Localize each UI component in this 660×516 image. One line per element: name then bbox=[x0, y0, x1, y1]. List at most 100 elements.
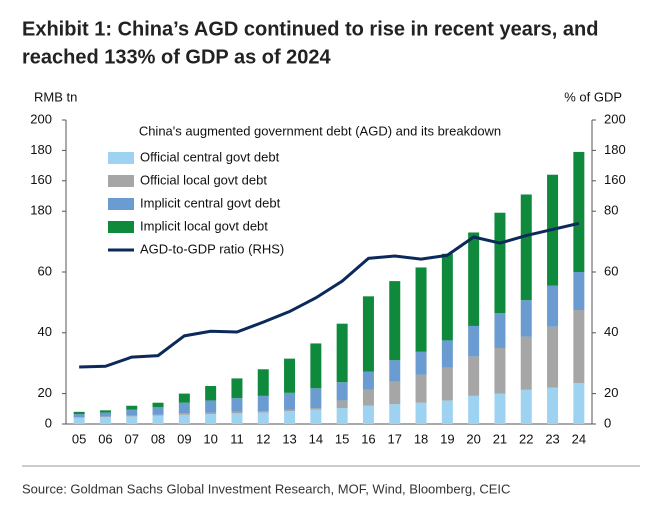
bar-segment bbox=[257, 411, 269, 413]
legend-label: AGD-to-GDP ratio (RHS) bbox=[140, 241, 284, 256]
bar-segment bbox=[362, 389, 374, 406]
y2-tick-label: 200 bbox=[604, 111, 626, 126]
bar-segment bbox=[99, 417, 111, 424]
bar-segment bbox=[152, 414, 164, 416]
bar-segment bbox=[441, 253, 453, 341]
x-tick-label: 23 bbox=[545, 431, 559, 446]
y2-tick-label: 180 bbox=[604, 142, 626, 157]
bar-segment bbox=[573, 382, 585, 424]
bar-segment bbox=[231, 378, 243, 399]
bar-segment bbox=[573, 272, 585, 310]
bar-segment bbox=[441, 367, 453, 401]
bar-segment bbox=[573, 310, 585, 383]
bar-segment bbox=[389, 381, 401, 405]
chart-title: Exhibit 1: China’s AGD continued to rise… bbox=[22, 18, 598, 40]
x-tick-label: 17 bbox=[388, 431, 402, 446]
bar-segment bbox=[389, 360, 401, 382]
bar-segment bbox=[415, 374, 427, 403]
x-tick-label: 09 bbox=[177, 431, 191, 446]
x-tick-label: 21 bbox=[493, 431, 507, 446]
y2-tick-label: 60 bbox=[604, 263, 618, 278]
bar-segment bbox=[468, 232, 480, 326]
bar-segment bbox=[362, 296, 374, 372]
bar-segment bbox=[468, 325, 480, 357]
bar-segment bbox=[205, 400, 217, 413]
x-tick-label: 05 bbox=[72, 431, 86, 446]
bar-segment bbox=[257, 369, 269, 396]
bar-segment bbox=[362, 371, 374, 390]
bar-segment bbox=[362, 405, 374, 424]
legend-swatch bbox=[108, 198, 134, 210]
bar-segment bbox=[205, 412, 217, 415]
bar-segment bbox=[389, 281, 401, 361]
bar-segment bbox=[415, 402, 427, 424]
bar-segment bbox=[257, 395, 269, 412]
bar-segment bbox=[310, 408, 322, 410]
legend-label: Implicit local govt debt bbox=[140, 218, 268, 233]
bar-segment bbox=[336, 323, 348, 383]
x-tick-label: 11 bbox=[230, 431, 244, 446]
bar-segment bbox=[73, 414, 85, 418]
bar-segment bbox=[178, 413, 190, 415]
bar-segment bbox=[310, 409, 322, 424]
legend-swatch bbox=[108, 152, 134, 164]
bar-segment bbox=[468, 395, 480, 424]
x-tick-label: 22 bbox=[519, 431, 533, 446]
bar-segment bbox=[126, 415, 138, 417]
x-tick-label: 14 bbox=[309, 431, 323, 446]
bar-segment bbox=[231, 411, 243, 414]
bar-segment bbox=[520, 389, 532, 424]
y-tick-label: 0 bbox=[45, 415, 52, 430]
x-tick-label: 20 bbox=[466, 431, 480, 446]
bar-segment bbox=[126, 416, 138, 424]
legend-label: Official central govt debt bbox=[140, 149, 280, 164]
chart-subtitle: China's augmented government debt (AGD) … bbox=[139, 123, 501, 138]
legend-swatch bbox=[108, 221, 134, 233]
bar-segment bbox=[126, 405, 138, 410]
bar-segment bbox=[547, 285, 559, 327]
bar-segment bbox=[520, 300, 532, 337]
bar-segment bbox=[178, 393, 190, 403]
legend-label: Implicit central govt debt bbox=[140, 195, 281, 210]
x-tick-label: 10 bbox=[203, 431, 217, 446]
legend-label: Official local govt debt bbox=[140, 172, 267, 187]
x-tick-label: 13 bbox=[282, 431, 296, 446]
y-tick-label: 160 bbox=[30, 172, 52, 187]
bar-segment bbox=[73, 411, 85, 415]
bar-segment bbox=[152, 407, 164, 415]
y2-tick-label: 40 bbox=[604, 324, 618, 339]
bar-segment bbox=[415, 351, 427, 375]
bar-segment bbox=[73, 417, 85, 418]
x-tick-label: 12 bbox=[256, 431, 270, 446]
x-tick-label: 15 bbox=[335, 431, 349, 446]
bar-segment bbox=[389, 404, 401, 424]
bar-segment bbox=[257, 412, 269, 424]
bar-segment bbox=[284, 392, 296, 410]
bar-segment bbox=[152, 402, 164, 408]
bar-segment bbox=[178, 414, 190, 424]
x-tick-label: 18 bbox=[414, 431, 428, 446]
x-tick-label: 19 bbox=[440, 431, 454, 446]
y2-tick-label: 20 bbox=[604, 385, 618, 400]
y-tick-label: 180 bbox=[30, 142, 52, 157]
bar-segment bbox=[99, 416, 111, 418]
x-tick-label: 08 bbox=[151, 431, 165, 446]
y-tick-label: 20 bbox=[38, 385, 52, 400]
legend-swatch bbox=[108, 175, 134, 187]
x-tick-label: 16 bbox=[361, 431, 375, 446]
bar-segment bbox=[336, 382, 348, 401]
bar-segment bbox=[415, 267, 427, 352]
bar-segment bbox=[152, 415, 164, 424]
bar-segment bbox=[547, 387, 559, 424]
bar-segment bbox=[494, 212, 506, 314]
bar-segment bbox=[494, 348, 506, 394]
bar-segment bbox=[178, 402, 190, 414]
bar-segment bbox=[573, 151, 585, 272]
bar-segment bbox=[73, 417, 85, 424]
bar-segment bbox=[284, 409, 296, 412]
y2-tick-label: 80 bbox=[604, 203, 618, 218]
bar-segment bbox=[205, 386, 217, 401]
bar-segment bbox=[126, 409, 138, 416]
bar-segment bbox=[231, 413, 243, 424]
